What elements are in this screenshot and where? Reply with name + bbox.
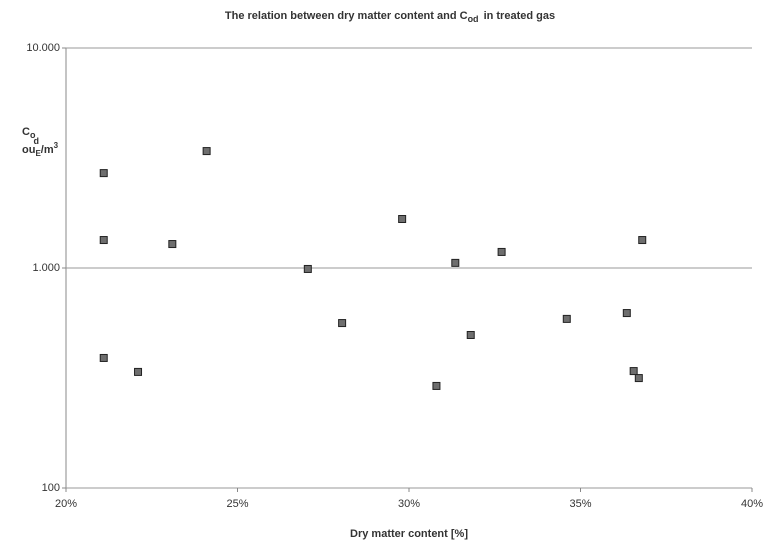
point: [338, 319, 347, 328]
y-axis-unit: ouE/m3: [22, 141, 59, 158]
y-tick-label: 1.000: [32, 262, 60, 274]
chart-title: The relation between dry matter content …: [225, 10, 555, 24]
point: [398, 215, 407, 224]
point: [432, 381, 441, 390]
y-tick-label: 10.000: [26, 42, 60, 54]
point: [638, 236, 647, 245]
point: [622, 309, 631, 318]
point: [99, 169, 108, 178]
point: [168, 240, 177, 249]
point: [303, 264, 312, 273]
point: [99, 353, 108, 362]
x-tick-label: 25%: [226, 498, 248, 510]
point: [629, 367, 638, 376]
point: [202, 147, 211, 156]
point: [562, 314, 571, 323]
point: [99, 236, 108, 245]
point: [634, 374, 643, 383]
x-tick-label: 20%: [55, 498, 77, 510]
y-tick-label: 100: [42, 482, 60, 494]
point: [451, 258, 460, 267]
point: [134, 367, 143, 376]
x-tick-label: 35%: [569, 498, 591, 510]
x-axis-label: Dry matter content [%]: [350, 528, 468, 540]
x-tick-label: 30%: [398, 498, 420, 510]
point: [466, 330, 475, 339]
y-axis-label: Co d: [22, 126, 39, 146]
x-tick-label: 40%: [741, 498, 763, 510]
point: [497, 247, 506, 256]
